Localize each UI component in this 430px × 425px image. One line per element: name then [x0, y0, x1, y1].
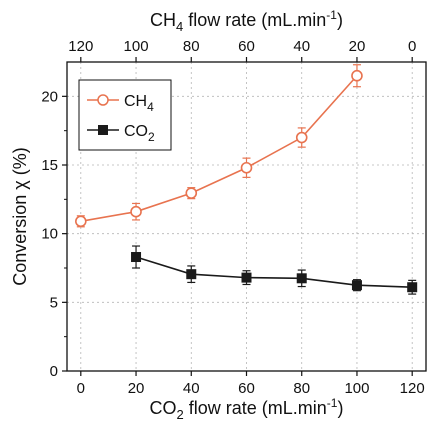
top-tick-label: 120	[68, 38, 93, 55]
top-tick-label: 80	[183, 38, 200, 55]
x-axis-title-close: )	[337, 398, 343, 418]
data-point-co2-2	[241, 272, 252, 283]
legend-marker-co2	[98, 125, 108, 135]
x-tick-label: 80	[293, 380, 310, 397]
x-axis-title-sup: -1	[327, 396, 338, 410]
y-tick-label: 5	[50, 294, 58, 311]
data-point-ch4-3	[240, 161, 253, 174]
data-point-co2-0	[131, 252, 142, 263]
data-point-co2-4	[351, 280, 362, 291]
y-axis-title: Conversion χ (%)	[10, 147, 30, 286]
data-point-ch4-0	[75, 215, 87, 228]
x-axis-title-main: CO	[150, 398, 177, 418]
x-tick-label: 120	[400, 380, 425, 397]
series-line-ch4	[80, 75, 358, 223]
legend-box	[78, 79, 172, 151]
top-axis-title: CH4 flow rate (mL.min-1)	[150, 8, 343, 34]
legend-label-ch4-main: CH	[124, 93, 147, 110]
top-tick-label: 20	[349, 38, 366, 55]
data-point-ch4-4	[295, 131, 308, 144]
top-tick-label: 40	[293, 38, 310, 55]
x-axis-title: CO2 flow rate (mL.min-1)	[150, 396, 344, 422]
x-tick-label: 40	[183, 380, 200, 397]
legend-label-co2-main: CO	[124, 123, 148, 140]
data-point-co2-5	[407, 282, 418, 293]
data-point-co2-1	[186, 269, 197, 280]
series-layer	[75, 64, 418, 295]
y-tick-label: 15	[41, 157, 58, 174]
top-tick-label: 0	[408, 38, 416, 55]
top-tick-label: 100	[124, 38, 149, 55]
top-axis-title-close: )	[337, 10, 343, 30]
series-line-co2	[135, 256, 413, 289]
x-tick-label: 100	[344, 380, 369, 397]
legend-marker-ch4	[97, 94, 109, 106]
x-tick-label: 20	[128, 380, 145, 397]
top-axis-title-rest: flow rate (mL.min	[183, 10, 326, 30]
top-axis-title-sub: 4	[176, 19, 183, 34]
top-tick-label: 60	[238, 38, 255, 55]
legend-label-co2-sub: 2	[148, 130, 155, 144]
series-co2	[131, 245, 418, 295]
y-tick-label: 0	[50, 363, 58, 380]
top-axis-title-sup: -1	[326, 8, 337, 22]
data-point-co2-3	[296, 273, 307, 284]
legend-label-ch4-sub: 4	[147, 100, 154, 114]
data-point-ch4-2	[185, 187, 198, 199]
legend-label-ch4: CH4	[124, 93, 154, 114]
x-tick-label: 60	[238, 380, 255, 397]
data-point-ch4-1	[130, 205, 142, 218]
y-tick-label: 20	[41, 88, 58, 105]
x-axis-title-rest: flow rate (mL.min	[184, 398, 327, 418]
legend-label-co2: CO2	[124, 123, 155, 144]
x-tick-label: 0	[77, 380, 85, 397]
x-axis-title-sub: 2	[177, 407, 184, 422]
legend: CH4 CO2	[78, 79, 172, 151]
y-tick-label: 10	[41, 226, 58, 243]
ticks: 0 120 20 100 40 80 60 60 80 40 100 20 120 0 0 5 10 15 20	[41, 38, 424, 397]
top-axis-title-main: CH	[150, 10, 176, 30]
data-point-ch4-5	[351, 69, 363, 82]
series-ch4	[75, 64, 363, 228]
